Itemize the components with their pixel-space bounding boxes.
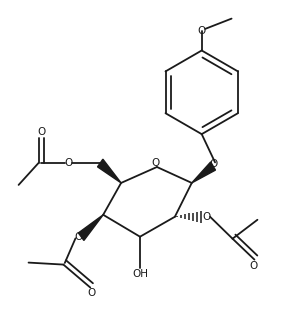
Polygon shape [192,162,216,183]
Text: O: O [64,158,72,168]
Text: O: O [249,261,257,271]
Polygon shape [78,215,103,240]
Text: O: O [202,212,211,222]
Text: O: O [37,127,45,137]
Text: O: O [74,232,82,242]
Text: O: O [152,158,160,168]
Text: O: O [198,25,206,35]
Text: O: O [87,288,96,299]
Text: OH: OH [132,268,148,278]
Text: O: O [210,159,218,169]
Polygon shape [97,159,121,183]
